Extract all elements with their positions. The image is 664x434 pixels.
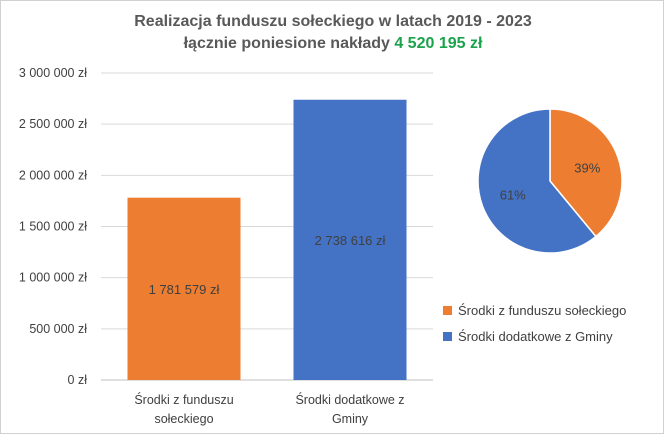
x-category-label: Środki dodatkowe z <box>295 392 404 407</box>
y-tick-label: 2 000 000 zł <box>19 168 87 182</box>
legend-item-gmina: Środki dodatkowe z Gminy <box>443 329 613 344</box>
y-tick-label: 1 000 000 zł <box>19 271 87 285</box>
legend-swatch-orange <box>443 306 452 315</box>
bar <box>293 99 407 381</box>
x-category-label: Gminy <box>332 412 369 426</box>
y-tick-label: 500 000 zł <box>29 322 87 336</box>
pie-data-label: 61% <box>500 187 526 202</box>
y-tick-label: 2 500 000 zł <box>19 117 87 131</box>
x-category-label: Środki z funduszu <box>134 392 233 407</box>
legend-label-fundusz: Środki z funduszu sołeckiego <box>458 303 627 318</box>
title-total: 4 520 195 zł <box>394 35 483 52</box>
legend-swatch-blue <box>443 332 452 341</box>
chart-title: Realizacja funduszu sołeckiego w latach … <box>1 11 663 55</box>
bar-data-label: 2 738 616 zł <box>315 233 386 248</box>
y-tick-label: 0 zł <box>68 373 88 387</box>
y-tick-label: 3 000 000 zł <box>19 66 87 80</box>
x-category-label: sołeckiego <box>154 412 213 426</box>
y-tick-label: 1 500 000 zł <box>19 220 87 234</box>
bar-data-label: 1 781 579 zł <box>149 282 220 297</box>
pie-data-label: 39% <box>574 161 600 176</box>
legend-label-gmina: Środki dodatkowe z Gminy <box>458 329 613 344</box>
pie-slice <box>477 108 597 254</box>
title-line-1: Realizacja funduszu sołeckiego w latach … <box>134 13 532 30</box>
bar <box>127 197 241 380</box>
title-prefix: łącznie poniesione nakłady <box>183 35 395 52</box>
title-line-2: łącznie poniesione nakłady 4 520 195 zł <box>1 33 663 55</box>
legend-item-fundusz: Środki z funduszu sołeckiego <box>443 303 626 318</box>
pie-slice <box>549 108 623 238</box>
